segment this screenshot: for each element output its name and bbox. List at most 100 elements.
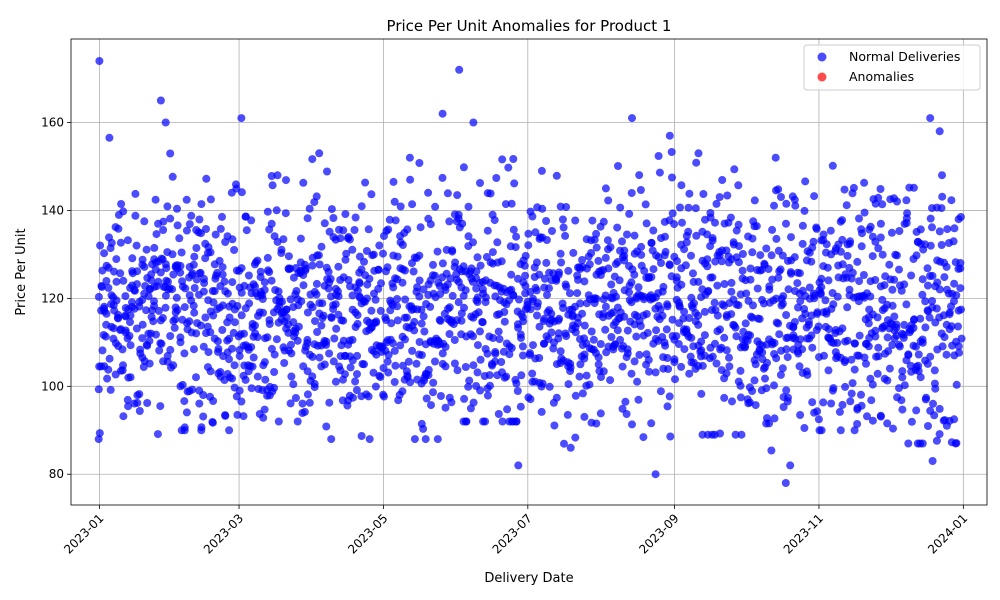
data-point bbox=[424, 365, 433, 374]
data-point bbox=[333, 287, 342, 296]
data-point bbox=[812, 223, 821, 232]
data-point-extreme bbox=[781, 479, 790, 487]
data-point bbox=[176, 261, 185, 270]
data-point-extreme bbox=[156, 96, 165, 105]
data-point bbox=[736, 381, 745, 390]
data-point bbox=[932, 304, 941, 313]
data-point bbox=[507, 344, 516, 352]
data-point bbox=[841, 356, 850, 365]
data-point bbox=[331, 300, 340, 309]
data-point bbox=[310, 379, 319, 388]
data-point bbox=[532, 258, 541, 267]
data-point bbox=[798, 221, 807, 230]
data-point bbox=[575, 372, 584, 381]
y-tick-label: 120 bbox=[41, 291, 64, 305]
data-point bbox=[112, 296, 121, 305]
data-point bbox=[625, 209, 634, 218]
data-point bbox=[794, 303, 802, 312]
data-point bbox=[571, 328, 580, 337]
data-point bbox=[778, 251, 787, 260]
data-point bbox=[154, 306, 163, 315]
data-point bbox=[748, 387, 757, 395]
data-point bbox=[685, 314, 694, 322]
data-point bbox=[454, 298, 463, 307]
data-point bbox=[596, 340, 605, 348]
data-point bbox=[647, 419, 656, 428]
legend-label-anomalies[interactable]: Anomalies bbox=[849, 69, 914, 84]
data-point bbox=[517, 371, 526, 380]
data-point bbox=[640, 266, 649, 275]
data-point bbox=[535, 270, 544, 279]
data-point bbox=[462, 417, 470, 426]
data-point bbox=[582, 371, 591, 380]
data-point bbox=[630, 357, 639, 366]
data-point bbox=[391, 216, 400, 225]
data-point bbox=[562, 203, 571, 211]
data-point bbox=[651, 368, 660, 377]
data-point bbox=[364, 225, 373, 234]
data-point bbox=[180, 303, 189, 312]
data-point bbox=[798, 239, 807, 248]
data-point bbox=[634, 395, 643, 404]
data-point bbox=[415, 251, 424, 260]
data-point bbox=[542, 217, 551, 225]
data-point bbox=[245, 299, 254, 308]
data-point bbox=[573, 289, 582, 298]
data-point bbox=[918, 439, 927, 448]
data-point-extreme bbox=[651, 470, 660, 479]
data-point bbox=[251, 282, 259, 291]
data-point bbox=[616, 203, 625, 212]
legend[interactable]: Normal Deliveries Anomalies bbox=[803, 44, 981, 91]
data-point bbox=[630, 231, 639, 240]
data-point bbox=[192, 329, 201, 338]
data-point bbox=[287, 372, 296, 381]
data-point bbox=[862, 359, 870, 368]
data-point bbox=[379, 249, 387, 258]
data-point bbox=[728, 397, 736, 406]
data-point bbox=[303, 367, 312, 376]
data-point bbox=[554, 316, 563, 325]
data-point bbox=[353, 311, 362, 320]
data-point bbox=[611, 340, 619, 349]
data-point bbox=[700, 307, 709, 316]
data-point bbox=[613, 326, 622, 335]
data-point bbox=[578, 256, 587, 264]
data-point bbox=[618, 362, 627, 371]
data-point bbox=[545, 382, 554, 391]
data-point bbox=[372, 317, 381, 326]
data-point bbox=[824, 325, 833, 334]
data-point bbox=[768, 225, 777, 234]
data-point bbox=[206, 328, 215, 337]
data-point bbox=[406, 175, 415, 184]
data-point bbox=[360, 257, 368, 266]
data-point bbox=[876, 233, 885, 242]
data-point bbox=[230, 318, 239, 327]
data-point bbox=[634, 283, 643, 292]
data-point bbox=[225, 334, 234, 343]
data-point bbox=[887, 228, 896, 237]
data-point bbox=[578, 389, 587, 398]
data-point bbox=[694, 149, 703, 158]
data-point bbox=[528, 369, 537, 378]
data-point bbox=[738, 250, 747, 258]
data-point bbox=[215, 256, 224, 265]
legend-label-normal-deliveries[interactable]: Normal Deliveries bbox=[849, 49, 960, 64]
data-point bbox=[100, 249, 109, 258]
data-point bbox=[353, 351, 362, 360]
data-point bbox=[173, 306, 182, 315]
data-point bbox=[548, 227, 556, 235]
data-point bbox=[930, 366, 939, 375]
data-point bbox=[680, 345, 689, 354]
data-point bbox=[263, 253, 272, 262]
data-point bbox=[684, 227, 693, 236]
data-point bbox=[476, 327, 484, 336]
data-point bbox=[564, 380, 573, 389]
data-point bbox=[460, 394, 469, 403]
data-point bbox=[914, 350, 923, 359]
data-point bbox=[376, 373, 385, 381]
data-point bbox=[200, 274, 208, 283]
data-point bbox=[952, 291, 961, 300]
data-point bbox=[898, 367, 907, 376]
data-point bbox=[956, 213, 965, 221]
data-point bbox=[809, 289, 818, 298]
